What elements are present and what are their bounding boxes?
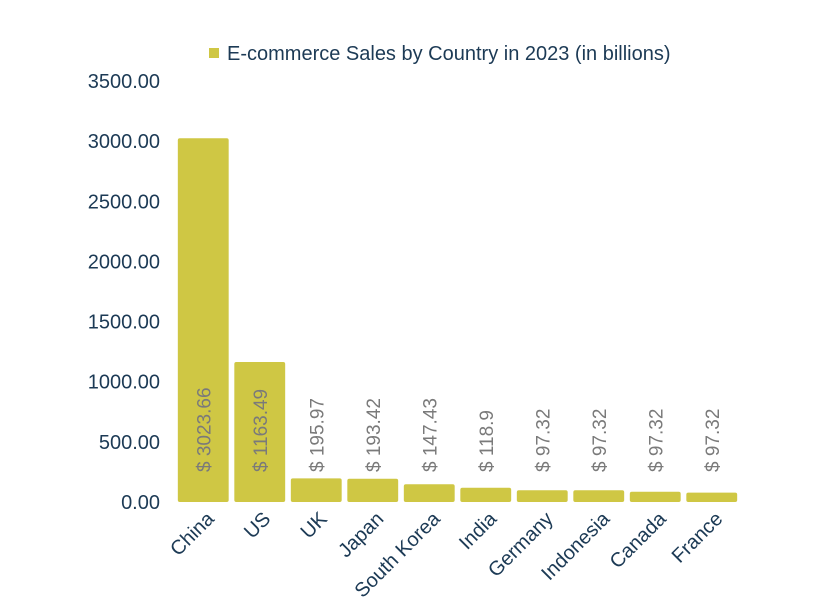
y-tick-label: 1000.00 (88, 372, 160, 394)
data-label: $ 97.32 (533, 409, 554, 472)
bar (177, 138, 229, 503)
legend-swatch (209, 48, 219, 58)
data-label: $ 97.32 (703, 409, 724, 472)
x-tick-label: China (166, 507, 219, 560)
data-label: $ 97.32 (590, 409, 611, 472)
data-label: $ 193.42 (364, 398, 385, 472)
bar (460, 487, 512, 502)
y-tick-label: 2500.00 (88, 191, 160, 213)
y-tick-label: 2000.00 (88, 251, 160, 273)
legend-label: E-commerce Sales by Country in 2023 (in … (227, 43, 671, 65)
bar (234, 362, 286, 502)
bar (516, 490, 568, 502)
data-label: $ 3023.66 (194, 387, 215, 472)
bar (290, 478, 342, 502)
y-tick-label: 3500.00 (88, 71, 160, 93)
x-tick-label: US (240, 508, 275, 543)
y-tick-label: 1500.00 (88, 312, 160, 334)
y-tick-label: 0.00 (121, 492, 160, 514)
x-tick-label: Canada (606, 507, 672, 573)
bar (629, 491, 681, 502)
x-tick-label: India (455, 507, 502, 554)
y-tick-label: 3000.00 (88, 131, 160, 153)
x-tick-label: France (668, 508, 728, 568)
data-label: $ 118.9 (477, 410, 498, 472)
bars (177, 138, 738, 503)
data-label: $ 195.97 (307, 398, 328, 472)
y-axis: 0.00 500.00 1000.00 1500.00 2000.00 2500.00 30… (88, 71, 160, 514)
bar (686, 492, 738, 502)
data-label: $ 97.32 (646, 409, 667, 472)
x-tick-label: Japan (334, 508, 388, 562)
bar (573, 490, 625, 502)
bar (403, 484, 455, 502)
data-label: $ 147.43 (420, 398, 441, 472)
data-labels: $ 3023.66 $ 1163.49 $ 195.97 $ 193.42 $ 147.… (194, 387, 724, 472)
data-label: $ 1163.49 (251, 389, 272, 472)
y-tick-label: 500.00 (99, 432, 160, 454)
legend: E-commerce Sales by Country in 2023 (in … (209, 43, 671, 65)
x-tick-label: UK (297, 508, 333, 544)
bar (347, 478, 399, 502)
